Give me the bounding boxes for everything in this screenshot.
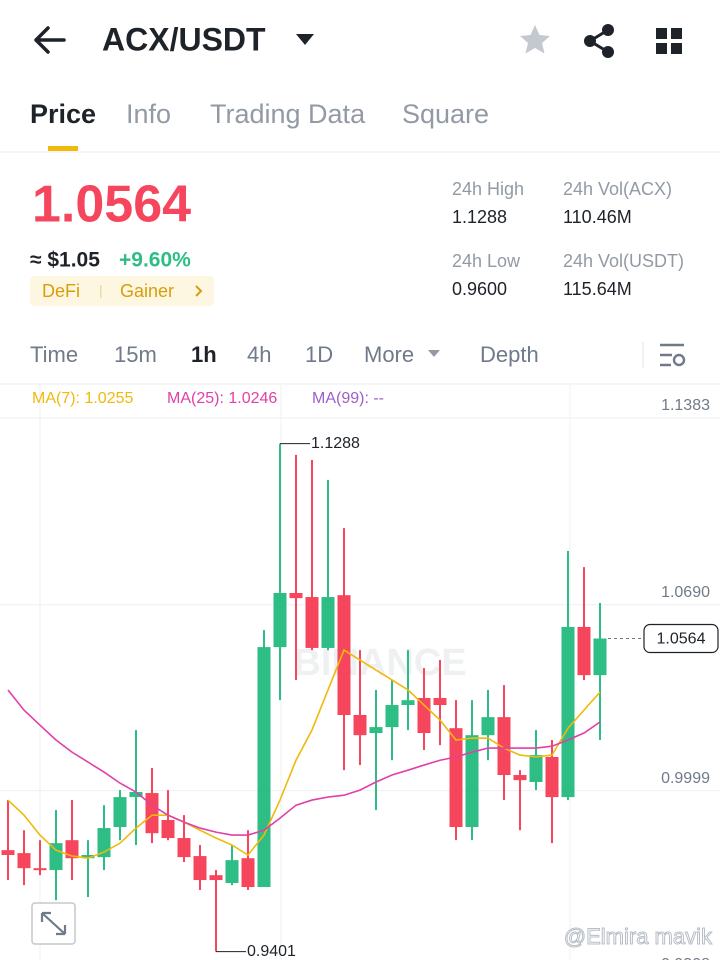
interval[interactable]: 4h [247, 342, 271, 367]
candle-body [65, 840, 79, 859]
approx-price: ≈ $1.05 [30, 249, 100, 272]
stat-label: 24h Vol(USDT) [563, 251, 684, 271]
favorite-icon[interactable] [520, 25, 550, 54]
tag-separator [100, 285, 102, 298]
interval[interactable]: 15m [114, 342, 157, 367]
tag-chevron [195, 285, 203, 297]
candle-body [177, 838, 191, 858]
stat-value: 110.46M [563, 207, 632, 227]
interval[interactable]: 1h [191, 342, 217, 367]
tab[interactable]: Square [402, 99, 489, 129]
stat-value: 115.64M [563, 279, 632, 299]
tag-box [30, 276, 214, 306]
candle-body [241, 858, 255, 888]
last-price: 1.0564 [32, 176, 191, 234]
tab-indicator [48, 146, 78, 151]
expand-button[interactable] [31, 902, 76, 945]
pair-dropdown[interactable] [296, 34, 314, 45]
interval[interactable]: Depth [480, 342, 539, 367]
candle-body [433, 698, 447, 706]
candle-body [369, 727, 383, 734]
candle-body [1, 850, 15, 855]
candle-body [545, 756, 559, 798]
y-tick-label: 1.1383 [661, 397, 710, 414]
tab[interactable]: Price [30, 99, 96, 129]
tag[interactable]: Gainer [120, 281, 174, 301]
high-label: 1.1288 [311, 435, 360, 452]
back-button[interactable] [34, 26, 66, 54]
current-price-box [643, 623, 719, 654]
price-change: +9.60% [119, 249, 191, 272]
share-icon[interactable] [584, 24, 614, 58]
candle-body [257, 647, 271, 888]
y-tick-label: 1.0690 [661, 584, 710, 601]
legend-entry: MA(99): -- [312, 390, 384, 407]
stat-label: 24h Vol(ACX) [563, 179, 672, 199]
grid-icon[interactable] [656, 28, 682, 54]
candle-body [417, 698, 431, 734]
ma-line [7, 689, 601, 836]
y-tick-label: 0.9999 [661, 770, 710, 787]
candle-body [401, 700, 415, 706]
candle-body [465, 735, 479, 827]
candle-body [593, 638, 607, 676]
candle-body [161, 819, 175, 839]
tag[interactable]: DeFi [42, 281, 80, 301]
candle-body [481, 717, 495, 736]
candle-body [273, 593, 287, 648]
candle-body [129, 791, 143, 798]
candle-body [17, 853, 31, 869]
candle-body [33, 868, 47, 871]
stat-label: 24h High [452, 179, 524, 199]
candle-body [305, 597, 319, 648]
ma-line [7, 648, 601, 860]
legend-entry: MA(25): 1.0246 [167, 390, 277, 407]
candle-body [193, 856, 207, 881]
candle-body [321, 597, 335, 648]
candle-body [577, 626, 591, 676]
current-price-label: 1.0564 [657, 631, 706, 648]
candle-body [337, 595, 351, 715]
interval[interactable]: More [364, 342, 414, 367]
plot: 1.1383 1.0690 0.9999 0.9308 BINANCE 1.1288 0.9… [0, 385, 720, 960]
tab[interactable]: Info [126, 99, 171, 129]
candle-body [449, 728, 463, 827]
low-label: 0.9401 [247, 943, 296, 960]
candle-body [529, 755, 543, 783]
candle-body [145, 793, 159, 834]
candle-body [289, 593, 303, 599]
candle-body [81, 854, 95, 859]
candle-body [561, 626, 575, 798]
stat-label: 24h Low [452, 251, 521, 271]
chart-settings-icon[interactable] [660, 343, 686, 367]
y-tick-label: 0.9308 [661, 956, 710, 960]
stat-value: 0.9600 [452, 279, 507, 299]
pair-title[interactable]: ACX/USDT [102, 21, 266, 57]
candle-body [513, 775, 527, 781]
candle-body [385, 705, 399, 728]
candle-body [225, 860, 239, 883]
candle-body [497, 717, 511, 776]
candle-body [209, 875, 223, 881]
legend-entry: MA(7): 1.0255 [32, 390, 133, 407]
tab[interactable]: Trading Data [210, 99, 366, 129]
brand-watermark: BINANCE [293, 642, 466, 684]
candle-body [353, 714, 367, 736]
interval[interactable]: Time [30, 342, 78, 367]
watermark: @Elmira mavik [564, 924, 713, 949]
candle-body [113, 797, 127, 827]
candle-body [49, 843, 63, 871]
more-caret [428, 350, 440, 357]
interval[interactable]: 1D [305, 342, 333, 367]
stat-value: 1.1288 [452, 207, 507, 227]
